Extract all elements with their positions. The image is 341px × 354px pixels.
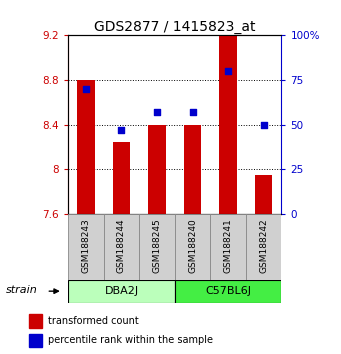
- Bar: [139, 214, 175, 280]
- Point: [190, 109, 195, 115]
- Text: GSM188242: GSM188242: [259, 218, 268, 273]
- Point: [119, 127, 124, 133]
- Bar: [68, 214, 104, 280]
- Text: transformed count: transformed count: [48, 316, 138, 326]
- Bar: [29, 334, 42, 347]
- Text: GSM188241: GSM188241: [224, 218, 233, 273]
- Title: GDS2877 / 1415823_at: GDS2877 / 1415823_at: [94, 21, 255, 34]
- Bar: [29, 314, 42, 328]
- Bar: [77, 80, 95, 214]
- Text: GSM188245: GSM188245: [152, 218, 162, 273]
- Bar: [148, 125, 166, 214]
- Bar: [104, 214, 139, 280]
- Bar: [175, 280, 281, 303]
- Bar: [255, 175, 272, 214]
- Text: C57BL6J: C57BL6J: [205, 286, 251, 296]
- Bar: [175, 214, 210, 280]
- Bar: [68, 280, 175, 303]
- Bar: [219, 35, 237, 214]
- Point: [154, 109, 160, 115]
- Point: [261, 122, 266, 127]
- Text: DBA2J: DBA2J: [104, 286, 138, 296]
- Point: [83, 86, 89, 92]
- Text: percentile rank within the sample: percentile rank within the sample: [48, 335, 213, 346]
- Bar: [113, 142, 130, 214]
- Bar: [184, 125, 202, 214]
- Bar: [210, 214, 246, 280]
- Point: [225, 68, 231, 74]
- Text: strain: strain: [5, 285, 37, 295]
- Text: GSM188244: GSM188244: [117, 218, 126, 273]
- Text: GSM188243: GSM188243: [81, 218, 90, 273]
- Text: GSM188240: GSM188240: [188, 218, 197, 273]
- Bar: [246, 214, 281, 280]
